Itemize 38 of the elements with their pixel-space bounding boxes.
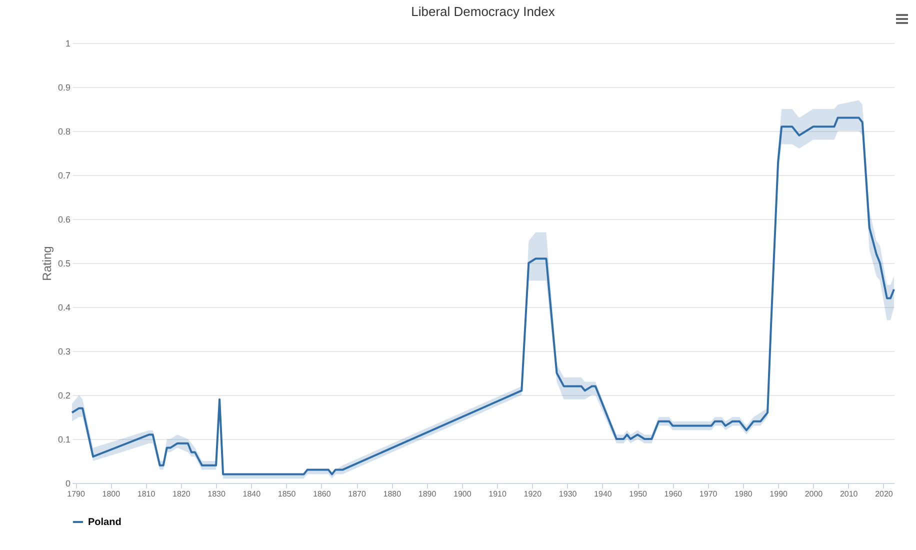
x-tick-label: 1850 xyxy=(278,490,296,498)
y-tick-label: 0.4 xyxy=(58,302,70,312)
x-tick-label: 1950 xyxy=(629,490,648,498)
x-tick-label: 1970 xyxy=(699,490,718,498)
x-tick-label: 1940 xyxy=(594,490,612,498)
x-tick-label: 1890 xyxy=(418,490,437,498)
y-tick-label: 0.6 xyxy=(58,214,70,224)
y-tick-label: 1 xyxy=(65,38,70,48)
x-tick-label: 1980 xyxy=(734,490,753,498)
x-tick-label: 1900 xyxy=(454,490,472,498)
y-tick-label: 0.7 xyxy=(58,170,70,180)
x-tick-label: 1830 xyxy=(208,490,226,498)
chart-title: Liberal Democracy Index xyxy=(411,4,556,19)
x-tick-label: 2010 xyxy=(840,490,858,498)
y-tick-label: 0.2 xyxy=(58,390,70,400)
x-tick-label: 2020 xyxy=(875,490,894,498)
y-tick-label: 0.5 xyxy=(58,258,70,268)
x-tick-label: 1910 xyxy=(488,490,507,498)
x-tick-label: 1880 xyxy=(383,490,402,498)
legend-label: Poland xyxy=(88,517,122,528)
x-tick-label: 1800 xyxy=(102,490,121,498)
x-tick-label: 1820 xyxy=(172,490,191,498)
x-tick-label: 1920 xyxy=(524,490,542,498)
x-tick-label: 2000 xyxy=(804,490,824,498)
x-tick-label: 1810 xyxy=(137,490,156,498)
x-tick-label: 1990 xyxy=(770,490,788,498)
y-tick-label: 0 xyxy=(65,478,70,488)
x-tick-label: 1790 xyxy=(67,490,86,498)
y-tick-label: 0.8 xyxy=(58,126,70,136)
y-axis-title: Rating xyxy=(40,246,54,281)
x-tick-label: 1960 xyxy=(664,490,683,498)
x-tick-label: 1870 xyxy=(348,490,366,498)
y-tick-label: 0.9 xyxy=(58,82,70,92)
y-tick-label: 0.3 xyxy=(58,346,70,356)
x-tick-label: 1840 xyxy=(242,490,262,498)
y-tick-label: 0.1 xyxy=(58,434,70,444)
x-tick-label: 1860 xyxy=(313,490,332,498)
x-tick-label: 1930 xyxy=(558,490,578,498)
